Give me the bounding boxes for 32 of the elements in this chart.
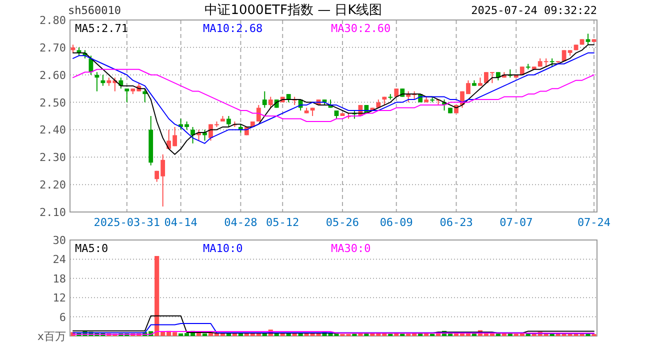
x-tick-label: 07-07: [500, 216, 533, 229]
y-tick-label: 2.50: [40, 96, 66, 110]
x-tick-label: 04-28: [224, 216, 258, 229]
y-tick-label: 2.40: [40, 124, 66, 137]
x-tick-label: 07-24: [577, 216, 611, 229]
text: MA5:0: [75, 242, 108, 255]
y-tick-label: 2.10: [40, 206, 66, 219]
y-tick-label: 2.60: [40, 68, 66, 82]
y-tick-label: x百万: [37, 330, 66, 343]
y-tick-label: 2.70: [40, 41, 66, 54]
chart-title: 中证1000ETF指数 — 日K线图: [204, 3, 382, 18]
x-tick-label: 06-23: [440, 216, 473, 229]
chart-subtitle: sh560010: [68, 4, 121, 17]
series-label: MA5:2.71: [75, 22, 128, 35]
y-tick-label: 24: [52, 253, 66, 266]
y-tick-label: 18: [52, 272, 66, 286]
y-tick-label: 6: [59, 310, 66, 324]
x-tick-label: 2025-03-31: [94, 216, 160, 229]
y-tick-label: 2.80: [40, 14, 66, 27]
x-tick-label: 05-26: [326, 216, 360, 229]
text: MA10:0: [203, 242, 243, 255]
x-tick-label: 06-09: [380, 216, 413, 229]
y-tick-label: 12: [52, 292, 66, 305]
y-tick-label: 2.20: [40, 178, 66, 192]
x-tick-label: 05-12: [266, 216, 300, 229]
text: 2025-07-24 09:32:22: [471, 4, 597, 17]
text: MA10:2.68: [203, 22, 263, 35]
text: MA30:2.60: [331, 22, 391, 35]
y-tick-label: 30: [52, 234, 66, 247]
x-tick-label: 04-14: [164, 216, 198, 229]
text: MA30:0: [331, 242, 371, 255]
y-tick-label: 2.30: [40, 151, 66, 164]
